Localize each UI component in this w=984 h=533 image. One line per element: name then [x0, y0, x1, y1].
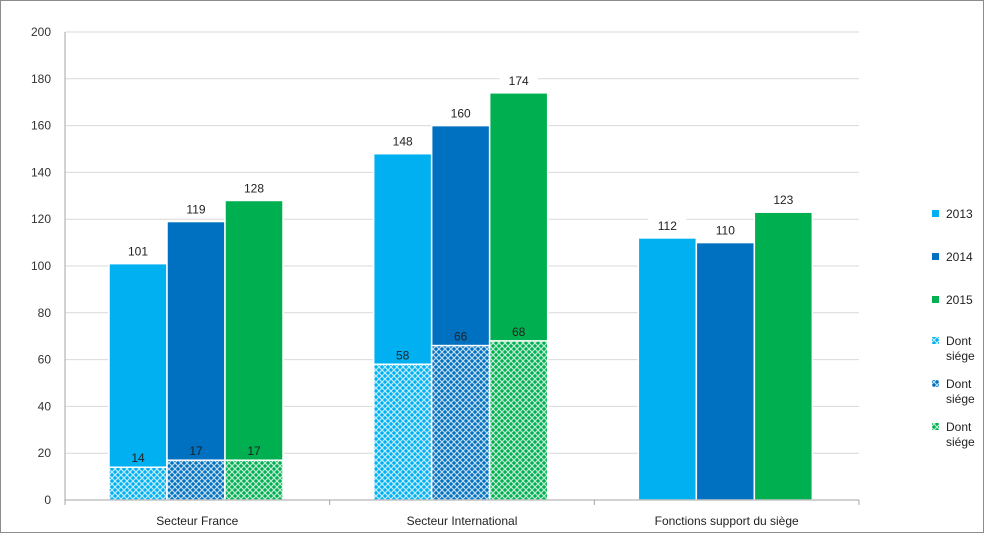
legend-swatch: [932, 337, 939, 344]
data-label-background: [441, 105, 480, 122]
overlay-data-label: 17: [247, 444, 261, 458]
y-tick-label: 40: [38, 399, 52, 413]
y-tick-label: 20: [38, 446, 52, 460]
data-label-background: [499, 72, 538, 89]
data-label: 112: [658, 219, 677, 233]
data-label-background: [119, 243, 157, 260]
data-label-background: [706, 222, 745, 239]
legend-swatch: [932, 253, 939, 260]
legend-entry-label: 2013: [946, 207, 973, 221]
data-label-background: [383, 133, 422, 150]
overlay-bar: [372, 363, 433, 501]
data-label: 119: [186, 203, 205, 217]
legend-entry-label: 2015: [946, 293, 973, 307]
data-label: 160: [451, 107, 471, 121]
overlay-bar: [108, 466, 168, 501]
x-axis: Secteur France Secteur International Fonct…: [64, 499, 860, 528]
legend-entry-line: Dont: [946, 334, 972, 348]
legend-entry-line: siége: [946, 435, 975, 449]
data-label-background: [764, 192, 803, 209]
y-tick-label: 80: [38, 306, 52, 320]
y-tick-label: 60: [38, 353, 52, 367]
data-label: 123: [773, 193, 793, 207]
category-label: Secteur France: [156, 514, 238, 528]
data-label: 128: [244, 181, 264, 195]
bars: 101 14 119 17 128 17 148 58 160 66 174 68 112 110 123: [108, 72, 814, 501]
category-label: Secteur International: [407, 514, 518, 528]
overlay-bar: [488, 340, 549, 501]
data-label-background: [177, 201, 215, 218]
y-axis: 0 20 40 60 80 100 120 140 160 180 200: [31, 25, 66, 507]
y-tick-label: 140: [31, 165, 51, 179]
overlay-data-label: 68: [512, 325, 526, 339]
legend-entry-label: 2014: [946, 250, 973, 264]
data-label: 110: [716, 224, 735, 238]
legend-swatch: [932, 423, 939, 430]
bar: [166, 220, 226, 501]
bar: [637, 237, 698, 501]
legend-entry-line: siége: [946, 349, 975, 363]
legend-entry-line: siége: [946, 392, 975, 406]
legend-entry-label: Dont siége: [946, 334, 975, 363]
overlay-bar: [224, 459, 284, 501]
legend-swatch: [932, 380, 939, 387]
legend-entry-line: Dont: [946, 377, 972, 391]
legend-entry-line: Dont: [946, 420, 972, 434]
data-label-background: [235, 180, 273, 197]
overlay-data-label: 17: [189, 444, 203, 458]
legend-entry-label: Dont siége: [946, 377, 975, 406]
y-tick-label: 0: [44, 493, 51, 507]
bar: [108, 262, 168, 501]
data-label: 101: [128, 245, 148, 259]
overlay-bar: [166, 459, 226, 501]
legend-entry-label: Dont siége: [946, 420, 975, 449]
overlay-bar: [430, 344, 491, 501]
y-tick-label: 180: [31, 72, 51, 86]
y-tick-label: 100: [31, 259, 51, 273]
y-tick-label: 120: [31, 212, 51, 226]
overlay-data-label: 14: [131, 451, 145, 465]
data-label-background: [648, 217, 687, 234]
bar: [695, 241, 756, 501]
data-label: 174: [509, 74, 529, 88]
legend-swatch: [932, 210, 939, 217]
legend-swatch: [932, 296, 939, 303]
category-label: Fonctions support du siège: [655, 514, 799, 528]
overlay-data-label: 66: [454, 330, 468, 344]
data-label: 148: [393, 135, 413, 149]
overlay-data-label: 58: [396, 348, 410, 362]
y-tick-label: 160: [31, 119, 51, 133]
bar: [753, 211, 814, 501]
y-tick-label: 200: [31, 25, 51, 39]
bar: [224, 199, 284, 501]
